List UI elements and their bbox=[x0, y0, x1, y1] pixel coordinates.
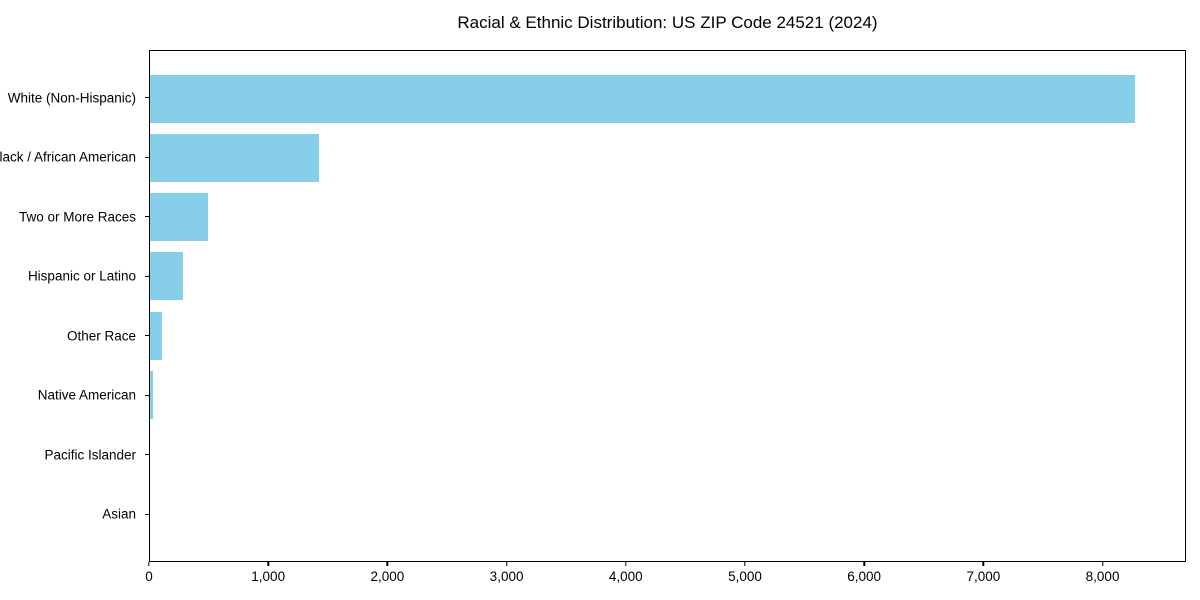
x-tick-label: 0 bbox=[145, 569, 153, 584]
bar bbox=[150, 311, 162, 360]
x-axis: 0 1,000 2,000 3,000 4,000 5,000 6,000 7,000 8,00… bbox=[145, 562, 1186, 600]
y-tick-mark bbox=[145, 216, 149, 218]
bar-row bbox=[150, 69, 1185, 128]
bar-row bbox=[150, 484, 1185, 543]
y-tick-mark bbox=[145, 97, 149, 99]
x-tick-label: 5,000 bbox=[728, 569, 762, 584]
bar bbox=[150, 193, 209, 242]
bar bbox=[150, 133, 319, 182]
x-tick-label: 2,000 bbox=[370, 569, 405, 584]
y-tick-mark bbox=[145, 394, 149, 396]
x-tick-label: 6,000 bbox=[847, 569, 882, 584]
bar-row bbox=[150, 188, 1185, 247]
y-axis-label: White (Non-Hispanic) bbox=[7, 90, 136, 106]
y-axis-label: Native American bbox=[37, 387, 136, 403]
bar bbox=[150, 370, 153, 419]
bar-rows-container bbox=[150, 51, 1185, 561]
chart-title: Racial & Ethnic Distribution: US ZIP Cod… bbox=[457, 13, 878, 32]
y-tick-mark bbox=[145, 156, 149, 158]
y-tick-mark bbox=[145, 275, 149, 277]
bar-row bbox=[150, 128, 1185, 187]
x-tick-label: 4,000 bbox=[608, 569, 643, 584]
x-tick-label: 3,000 bbox=[489, 569, 524, 584]
x-tick-mark bbox=[386, 562, 389, 566]
x-tick-mark bbox=[744, 562, 746, 566]
y-tick-mark bbox=[145, 335, 149, 337]
x-tick-mark bbox=[1101, 562, 1104, 566]
bar-row bbox=[150, 365, 1185, 424]
x-tick-mark bbox=[863, 562, 865, 566]
bar-row bbox=[150, 425, 1185, 484]
x-tick-mark bbox=[505, 562, 508, 566]
plot-area bbox=[149, 50, 1186, 562]
y-axis-label: Asian bbox=[102, 506, 136, 522]
x-tick-mark bbox=[982, 562, 985, 566]
x-tick-mark bbox=[267, 562, 269, 566]
y-axis-label: Other Race bbox=[66, 328, 136, 344]
bar-row bbox=[150, 247, 1185, 306]
y-axis-label: Pacific Islander bbox=[44, 447, 136, 463]
y-axis-label: Two or More Races bbox=[18, 209, 136, 225]
y-tick-mark bbox=[145, 513, 149, 515]
bar bbox=[150, 252, 184, 301]
bar-row bbox=[150, 306, 1185, 365]
x-tick-label: 1,000 bbox=[251, 569, 286, 584]
y-axis-label: Black / African American bbox=[0, 149, 136, 165]
x-tick-mark bbox=[148, 562, 150, 566]
x-tick-label: 8,000 bbox=[1085, 569, 1120, 584]
bar bbox=[150, 74, 1136, 123]
x-tick-label: 7,000 bbox=[966, 569, 1001, 584]
y-tick-mark bbox=[145, 454, 149, 456]
y-axis-labels: White (Non-Hispanic) Black / African Amer… bbox=[0, 50, 149, 562]
x-tick-mark bbox=[625, 562, 627, 566]
y-axis-label: Hispanic or Latino bbox=[27, 268, 136, 284]
